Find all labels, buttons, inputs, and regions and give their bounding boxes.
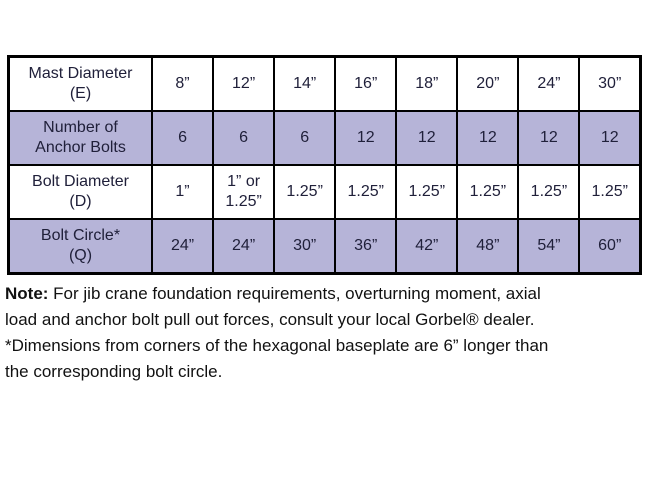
table-cell: 6 [150, 110, 215, 166]
table-cell: 8” [150, 55, 215, 112]
table-cell: 20” [456, 55, 520, 112]
row-header-bolt-diameter: Bolt Diameter (D) [7, 164, 153, 220]
table-cell: 24” [150, 218, 215, 275]
note-line: load and anchor bolt pull out forces, co… [5, 310, 535, 329]
table-cell: 14” [273, 55, 337, 112]
note-line: Note: For jib crane foundation requireme… [5, 281, 646, 307]
table-cell: 16” [334, 55, 398, 112]
note-line: the corresponding bolt circle. [5, 362, 223, 381]
table-cell: 6 [273, 110, 337, 166]
note-label: Note: [5, 284, 49, 303]
row-header-anchor-bolts: Number of Anchor Bolts [7, 110, 153, 166]
table-cell: 42” [395, 218, 459, 275]
table-cell: 24” [212, 218, 276, 275]
table-cell: 24” [517, 55, 581, 112]
note-line: *Dimensions from corners of the hexagona… [5, 336, 549, 355]
table-cell: 12 [456, 110, 520, 166]
table-cell: 12 [334, 110, 398, 166]
table-cell: 54” [517, 218, 581, 275]
row-header-mast-diameter: Mast Diameter (E) [7, 55, 153, 112]
footnote-block: Note: For jib crane foundation requireme… [5, 281, 646, 385]
table-cell: 1.25” [456, 164, 520, 220]
table-cell: 1.25” [273, 164, 337, 220]
foundation-spec-table: Mast Diameter (E) 8” 12” 14” 16” 18” 20”… [7, 55, 642, 275]
table-cell: 1” or 1.25” [212, 164, 276, 220]
table-cell: 1.25” [578, 164, 642, 220]
table-cell: 60” [578, 218, 642, 275]
table-cell: 1.25” [395, 164, 459, 220]
table-cell: 30” [273, 218, 337, 275]
table-cell: 1” [150, 164, 215, 220]
table-cell: 12 [517, 110, 581, 166]
table-cell: 12” [212, 55, 276, 112]
table-cell: 6 [212, 110, 276, 166]
table-cell: 30” [578, 55, 642, 112]
table-cell: 48” [456, 218, 520, 275]
row-header-bolt-circle: Bolt Circle* (Q) [7, 218, 153, 275]
table-row-bolt-diameter: Bolt Diameter (D) 1” 1” or 1.25” 1.25” 1… [7, 164, 642, 220]
table-row-bolt-circle: Bolt Circle* (Q) 24” 24” 30” 36” 42” 48”… [7, 218, 642, 275]
table-cell: 36” [334, 218, 398, 275]
table-row-anchor-bolts: Number of Anchor Bolts 6 6 6 12 12 12 12… [7, 110, 642, 166]
table-cell: 12 [395, 110, 459, 166]
table-cell: 18” [395, 55, 459, 112]
table-cell: 1.25” [517, 164, 581, 220]
table-cell: 12 [578, 110, 642, 166]
table-cell: 1.25” [334, 164, 398, 220]
table-row-mast-diameter: Mast Diameter (E) 8” 12” 14” 16” 18” 20”… [7, 55, 642, 112]
note-text: For jib crane foundation requirements, o… [48, 284, 541, 303]
